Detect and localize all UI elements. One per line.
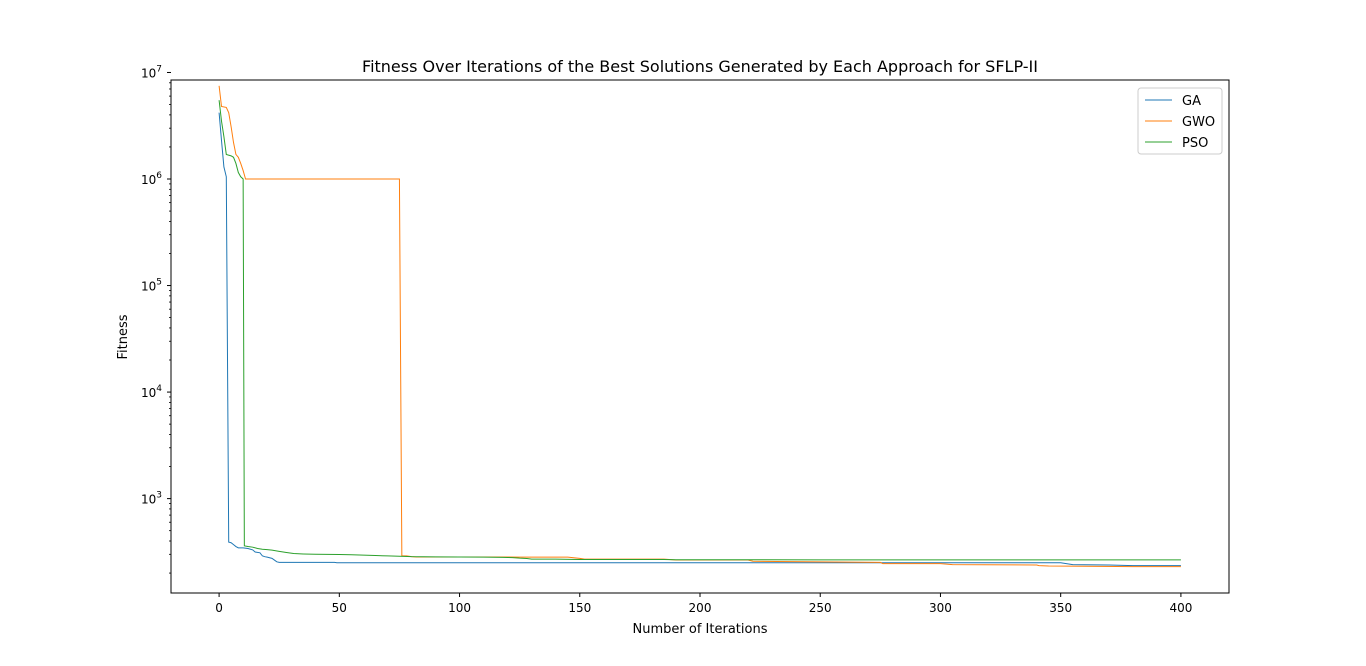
x-tick-label: 0: [215, 601, 223, 615]
x-tick-label: 100: [448, 601, 471, 615]
legend-label-gwo: GWO: [1182, 115, 1215, 130]
y-tick-label: 103: [141, 491, 162, 507]
x-tick-label: 400: [1169, 601, 1192, 615]
y-axis-label: Fitness: [116, 314, 131, 359]
legend-label-ga: GA: [1182, 94, 1201, 109]
legend-label-pso: PSO: [1182, 136, 1208, 151]
y-tick-label: 104: [141, 384, 162, 400]
x-axis: 0 50 100 150 200 250 300 350 400: [215, 593, 1192, 615]
legend-box: [1137, 87, 1223, 155]
y-tick-label: 105: [141, 278, 162, 294]
y-tick-label: 107: [141, 64, 162, 80]
series-line-ga: [218, 112, 1181, 567]
x-tick-label: 200: [689, 601, 712, 615]
x-tick-label: 300: [929, 601, 952, 615]
x-axis-label: Number of Iterations: [633, 622, 768, 637]
series-line-gwo: [218, 85, 1181, 568]
x-tick-label: 250: [809, 601, 832, 615]
y-axis: 103 104 105 106 107: [141, 64, 171, 574]
series-line-pso: [218, 100, 1181, 561]
chart-title: Fitness Over Iterations of the Best Solu…: [362, 57, 1038, 76]
x-tick-label: 150: [568, 601, 591, 615]
legend: GA GWO PSO: [1137, 87, 1223, 155]
y-tick-label: 106: [141, 171, 162, 187]
series-layer: [218, 85, 1181, 568]
x-tick-label: 350: [1049, 601, 1072, 615]
x-tick-label: 50: [332, 601, 347, 615]
plot-area-frame: [170, 79, 1230, 594]
